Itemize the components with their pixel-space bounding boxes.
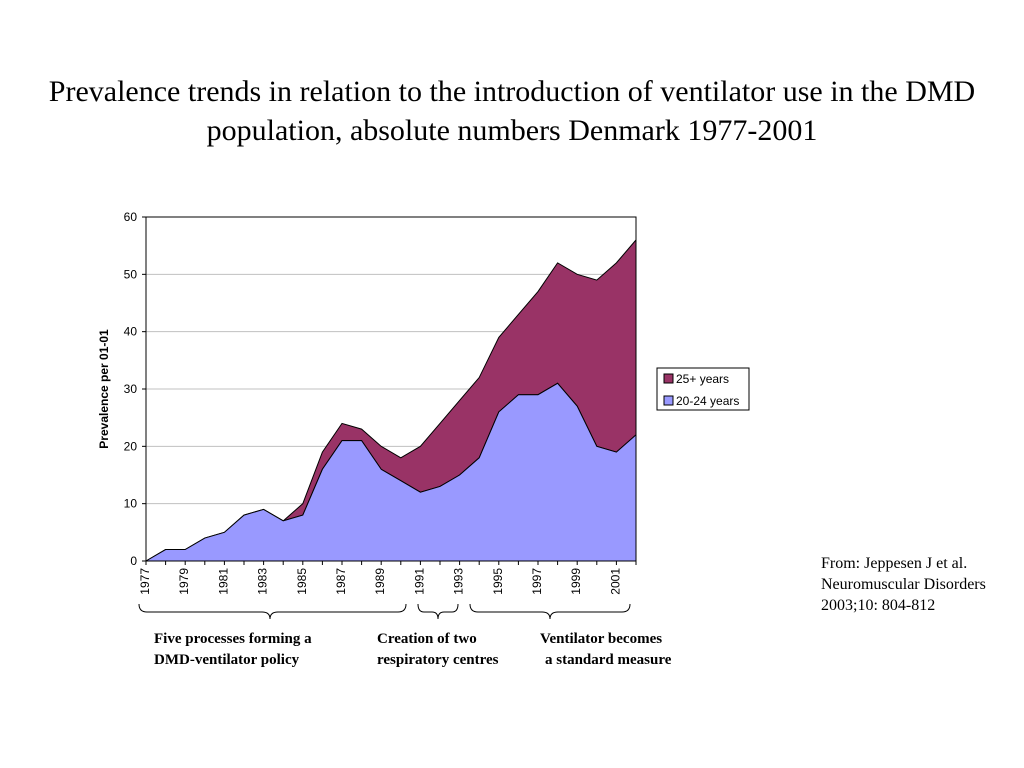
area-20-24-years (144, 382, 637, 562)
phase-brace-2 (417, 603, 459, 620)
x-tick-label-1987: 1987 (334, 568, 348, 595)
legend-label-25-plus: 25+ years (676, 372, 729, 386)
y-tick-label-40: 40 (124, 325, 138, 339)
phase-note-1-line1: Five processes forming a (154, 631, 312, 647)
x-tick-label-1991: 1991 (412, 568, 426, 595)
x-tick-label-1995: 1995 (491, 568, 505, 595)
phase-note-1-line2: DMD-ventilator policy (154, 652, 300, 668)
area-series (144, 238, 637, 562)
legend: 25+ years 20-24 years (656, 367, 750, 411)
y-tick-label-0: 0 (130, 554, 137, 568)
x-tick-label-1989: 1989 (373, 568, 387, 595)
x-tick-label-1999: 1999 (569, 568, 583, 595)
phase-brace-1 (138, 603, 407, 620)
page-title: Prevalence trends in relation to the int… (48, 75, 976, 147)
x-tick-label-2001: 2001 (608, 568, 622, 595)
y-tick-label-30: 30 (124, 382, 138, 396)
phase-braces (138, 603, 631, 620)
x-tick-label-1993: 1993 (452, 568, 466, 595)
legend-swatch-25-plus (663, 373, 674, 384)
x-tick-label-1981: 1981 (216, 568, 230, 595)
phase-note-2-line2: respiratory centres (377, 652, 499, 668)
phase-note-3-line1: Ventilator becomes (540, 631, 663, 647)
source-note: From: Jeppesen J et al. Neuromuscular Di… (821, 555, 986, 614)
y-tick-label-60: 60 (124, 210, 138, 224)
phase-note-2-line1: Creation of two (377, 631, 477, 647)
y-tick-label-50: 50 (124, 267, 138, 281)
x-tick-label-1985: 1985 (295, 568, 309, 595)
phase-note-1: Five processes forming a DMD-ventilator … (154, 629, 312, 671)
phase-note-2: Creation of two respiratory centres (377, 629, 499, 671)
phase-brace-3 (469, 603, 631, 620)
y-tick-label-10: 10 (124, 497, 138, 511)
legend-label-20-24: 20-24 years (676, 394, 739, 408)
x-tick-label-1997: 1997 (530, 568, 544, 595)
x-tick-label-1977: 1977 (138, 568, 152, 595)
y-axis-label: Prevalence per 01-01 (97, 329, 111, 449)
phase-note-3: Ventilator becomes a standard measure (540, 629, 671, 671)
legend-swatch-20-24 (663, 395, 674, 406)
x-tick-label-1979: 1979 (177, 568, 191, 595)
phase-note-3-line2: a standard measure (545, 652, 672, 668)
x-tick-label-1983: 1983 (256, 568, 270, 595)
axes: 0 10 20 30 40 50 60 1977 1979 1981 1983 1985 1987 198… (124, 210, 637, 595)
y-tick-label-20: 20 (124, 439, 138, 453)
